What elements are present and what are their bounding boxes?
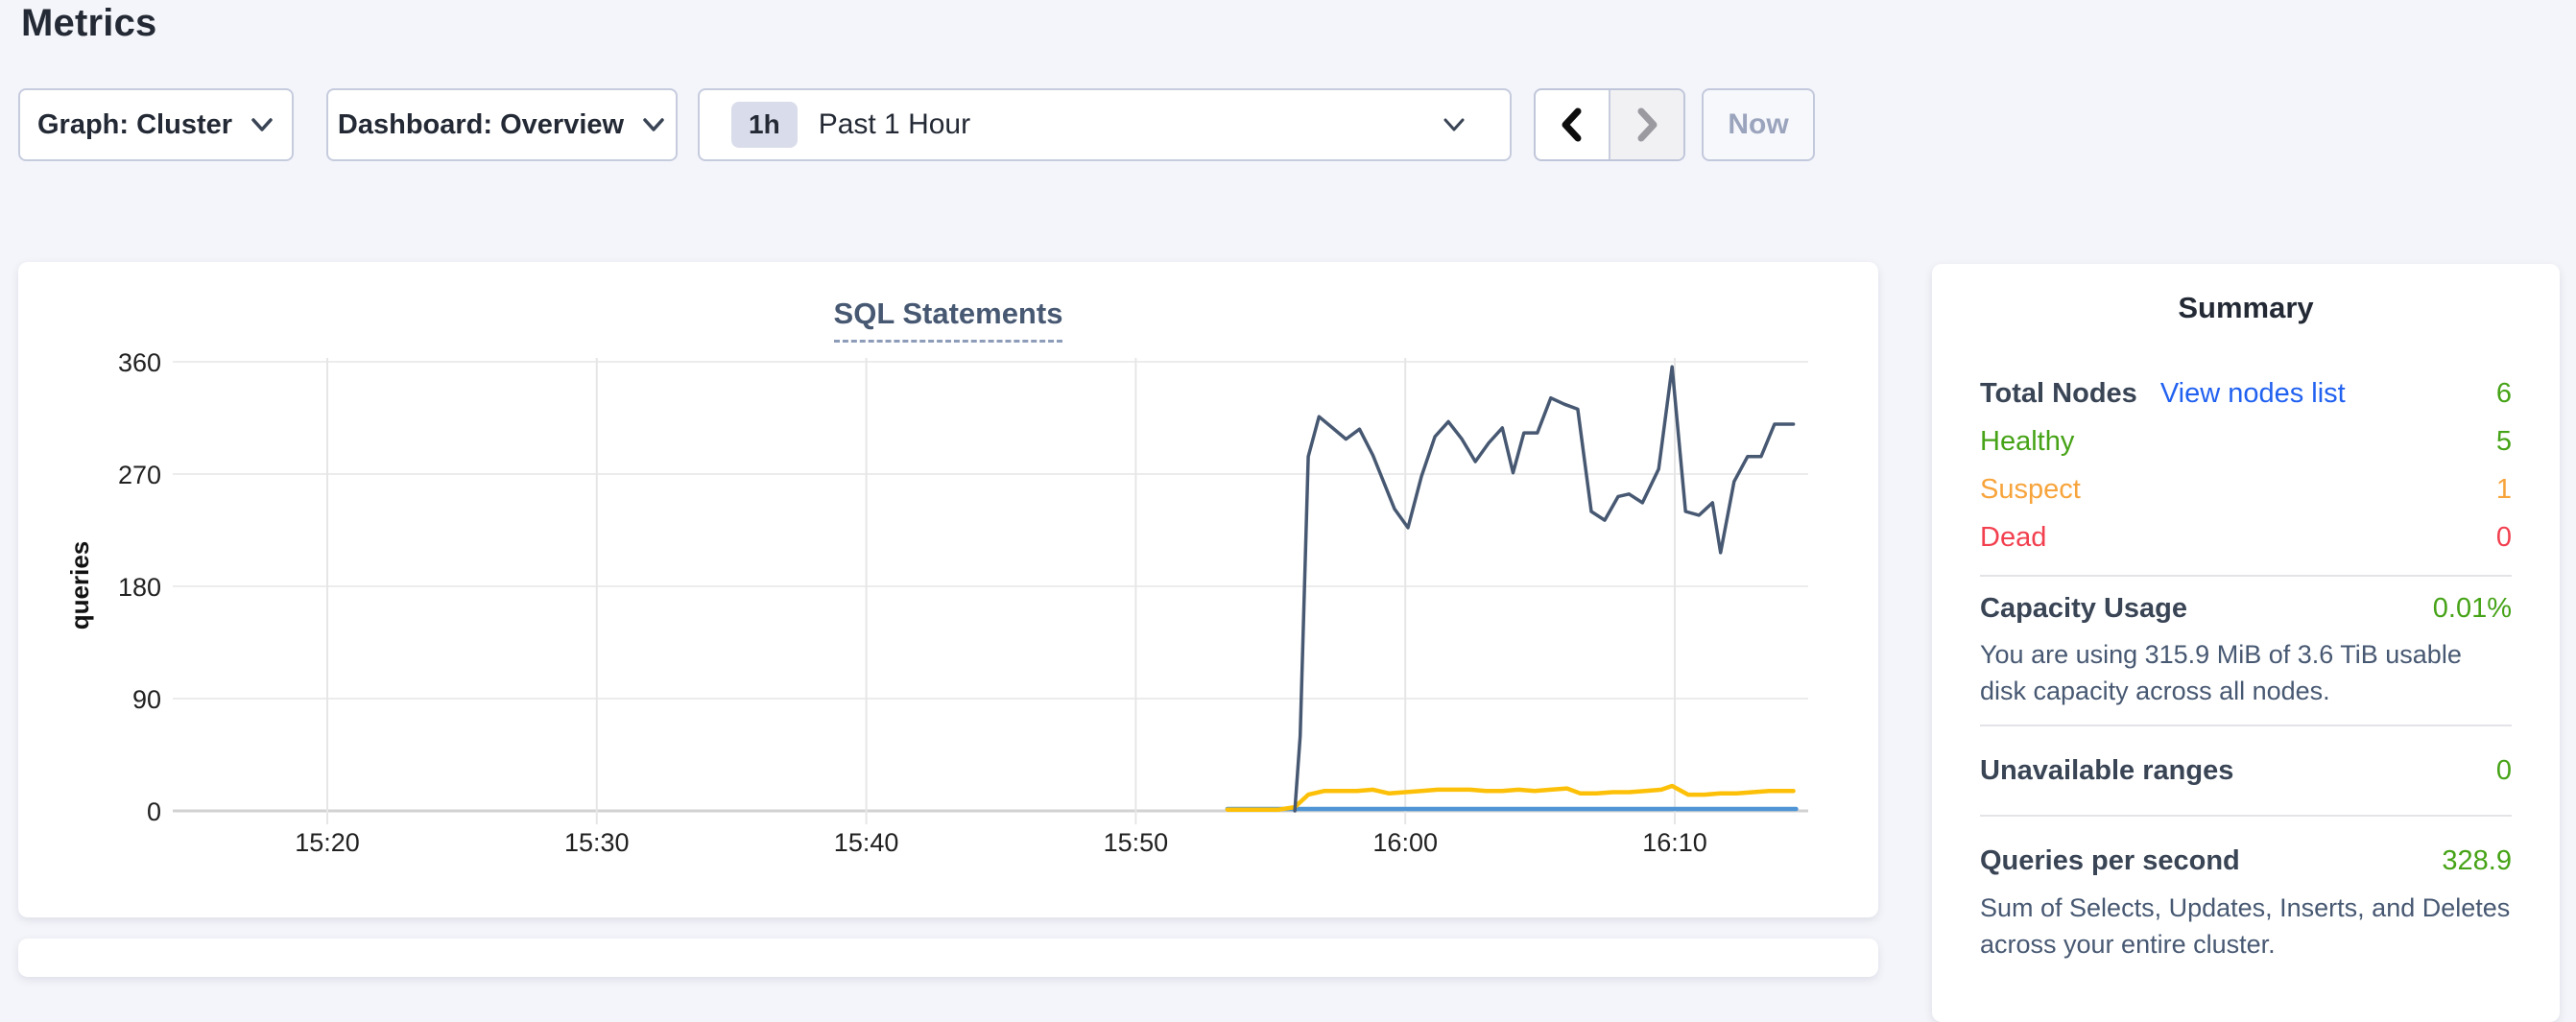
x-tick-label: 16:00 (1372, 828, 1438, 857)
y-tick-label: 90 (132, 685, 161, 714)
x-tick-label: 15:50 (1104, 828, 1169, 857)
summary-panel: Summary Total Nodes View nodes list 6 He… (1932, 264, 2560, 1022)
graph-dropdown[interactable]: Graph: Cluster (18, 88, 294, 161)
next-time-button[interactable] (1609, 90, 1683, 159)
dead-value: 0 (2495, 521, 2512, 553)
total-nodes-value: 6 (2495, 377, 2512, 409)
now-button-label: Now (1728, 108, 1789, 140)
unavailable-ranges-value: 0 (2495, 754, 2512, 786)
summary-title: Summary (2178, 291, 2314, 324)
suspect-nodes-row: Suspect 1 (1980, 465, 2512, 513)
y-tick-label: 0 (147, 797, 161, 826)
total-nodes-row: Total Nodes View nodes list 6 (1980, 369, 2512, 417)
chevron-right-icon (1628, 103, 1666, 147)
now-button[interactable]: Now (1702, 88, 1815, 161)
healthy-label: Healthy (1980, 425, 2075, 457)
queries-per-second-value: 328.9 (2442, 844, 2512, 876)
suspect-value: 1 (2495, 473, 2512, 505)
y-tick-label: 270 (118, 461, 161, 489)
chevron-down-icon (641, 116, 666, 133)
next-chart-card (18, 939, 1878, 977)
suspect-label: Suspect (1980, 473, 2081, 505)
total-nodes-label: Total Nodes (1980, 377, 2137, 409)
capacity-usage-description: You are using 315.9 MiB of 3.6 TiB usabl… (1980, 640, 2462, 705)
divider (1980, 575, 2512, 577)
chevron-left-icon (1553, 103, 1591, 147)
sql-statements-chart[interactable]: 0 90 180 270 360 15:20 15:30 15:40 15:50 16:00 16:… (18, 262, 1878, 917)
y-axis-label: queries (65, 541, 94, 630)
capacity-usage-row: Capacity Usage 0.01% (1980, 588, 2512, 629)
dashboard-dropdown-label: Dashboard: Overview (337, 108, 625, 140)
y-tick-label: 180 (118, 573, 161, 602)
queries-per-second-description: Sum of Selects, Updates, Inserts, and De… (1980, 893, 2511, 959)
time-range-selector[interactable]: 1h Past 1 Hour (698, 88, 1512, 161)
queries-per-second-label: Queries per second (1980, 844, 2240, 876)
yellow-line (1225, 783, 1796, 812)
time-step-button-group (1534, 88, 1685, 161)
dead-label: Dead (1980, 521, 2047, 553)
unavailable-ranges-label: Unavailable ranges (1980, 754, 2234, 786)
capacity-usage-value: 0.01% (2432, 592, 2512, 624)
capacity-usage-label: Capacity Usage (1980, 592, 2187, 624)
graph-dropdown-label: Graph: Cluster (36, 108, 233, 140)
unavailable-ranges-row: Unavailable ranges 0 (1980, 749, 2512, 792)
x-tick-label: 15:30 (564, 828, 630, 857)
chevron-down-icon (250, 116, 274, 133)
navy-line (1293, 365, 1796, 813)
time-range-badge: 1h (731, 102, 798, 148)
time-range-label: Past 1 Hour (818, 108, 971, 140)
chevron-down-icon (1441, 116, 1467, 133)
y-tick-label: 360 (118, 348, 161, 377)
x-tick-label: 16:10 (1642, 828, 1707, 857)
healthy-nodes-row: Healthy 5 (1980, 417, 2512, 465)
healthy-value: 5 (2495, 425, 2512, 457)
dashboard-dropdown[interactable]: Dashboard: Overview (326, 88, 678, 161)
dead-nodes-row: Dead 0 (1980, 513, 2512, 561)
x-tick-label: 15:20 (295, 828, 360, 857)
x-tick-label: 15:40 (834, 828, 899, 857)
divider (1980, 725, 2512, 726)
queries-per-second-row: Queries per second 328.9 (1980, 840, 2512, 882)
sql-statements-chart-card: SQL Statements 0 90 180 270 360 15:20 15:30 15:… (18, 262, 1878, 917)
previous-time-button[interactable] (1536, 90, 1609, 159)
divider (1980, 815, 2512, 817)
page-title: Metrics (21, 2, 157, 44)
view-nodes-list-link[interactable]: View nodes list (2159, 377, 2346, 409)
chart-title[interactable]: SQL Statements (833, 297, 1063, 343)
